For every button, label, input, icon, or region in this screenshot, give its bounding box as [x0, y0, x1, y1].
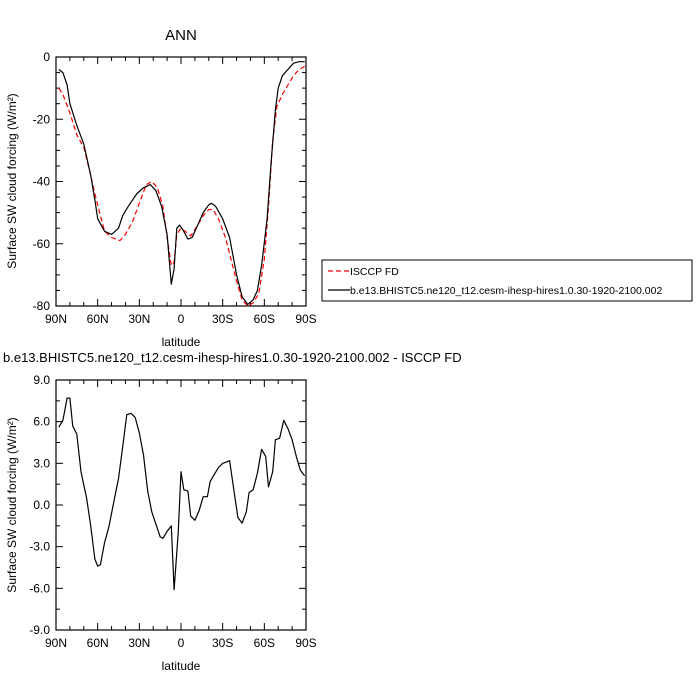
x-tick-label: 0 [178, 312, 185, 326]
y-tick-label: 9.0 [33, 373, 50, 387]
x-tick-label: 60N [87, 636, 109, 650]
x-tick-label: 30S [212, 312, 233, 326]
legend-label-isccp: ISCCP FD [350, 266, 399, 278]
x-tick-label: 90N [45, 312, 67, 326]
plot-frame [55, 56, 307, 307]
top-chart-title: ANN [165, 27, 197, 44]
y-tick-label: -9.0 [29, 623, 50, 637]
series-line-0-0 [58, 65, 305, 307]
x-tick-label: 90S [295, 312, 316, 326]
y-tick-label: 0.0 [33, 498, 50, 512]
x-tick-label: 30S [212, 636, 233, 650]
legend-label-model: b.e13.BHISTC5.ne120_t12.cesm-ihesp-hires… [350, 285, 662, 297]
y-tick-label: 0 [43, 50, 50, 64]
x-tick-label: 30N [128, 312, 150, 326]
y-tick-label: 6.0 [33, 415, 50, 429]
bottom-xlabel: latitude [162, 659, 201, 673]
x-tick-label: 60S [254, 636, 275, 650]
y-tick-label: -60 [33, 237, 51, 251]
x-tick-label: 30N [128, 636, 150, 650]
x-tick-label: 0 [178, 636, 185, 650]
y-tick-label: 3.0 [33, 456, 50, 470]
legend-box [321, 259, 693, 302]
plot-0: 90N 60N 30N 0 30S 60S 90S 0 -20 -40 -60 -80 [33, 50, 317, 326]
top-ylabel: Surface SW cloud forcing (W/m²) [5, 93, 19, 268]
series-line-1-0 [58, 397, 306, 591]
x-tick-label: 60S [254, 312, 275, 326]
x-tick-label: 90S [295, 636, 316, 650]
x-tick-label: 60N [87, 312, 109, 326]
x-tick-label: 90N [45, 636, 67, 650]
plot-frame [55, 379, 307, 631]
plot-1: 90N 60N 30N 0 30S 60S 90S 9.0 6.0 3.0 0.0 -3.0 -6.0 -… [29, 373, 316, 650]
y-tick-label: -40 [33, 175, 51, 189]
bottom-chart-title: b.e13.BHISTC5.ne120_t12.cesm-ihesp-hires… [3, 350, 462, 365]
series-line-0-1 [58, 61, 305, 305]
top-xlabel: latitude [162, 335, 201, 349]
y-tick-label: -20 [33, 112, 51, 126]
y-tick-label: -3.0 [29, 540, 50, 554]
y-tick-label: -6.0 [29, 581, 50, 595]
bottom-ylabel: Surface SW cloud forcing (W/m²) [5, 417, 19, 592]
legend: ISCCP FD b.e13.BHISTC5.ne120_t12.cesm-ih… [321, 259, 693, 302]
y-tick-label: -80 [33, 299, 51, 313]
